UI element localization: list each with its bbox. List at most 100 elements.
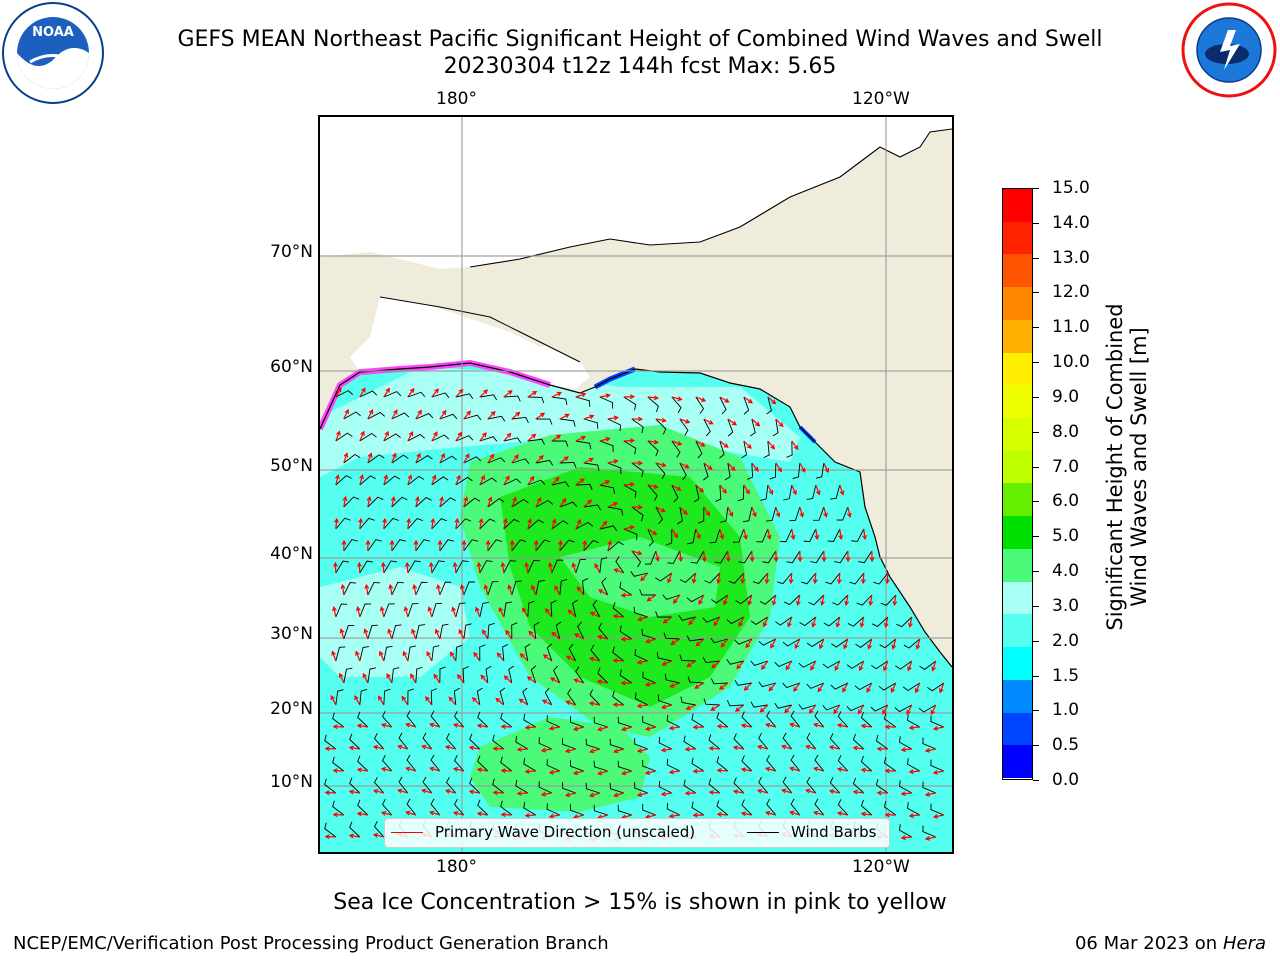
- wave-direction-arrowhead: [532, 390, 538, 396]
- wind-barb: [367, 496, 384, 508]
- wave-direction-arrowhead: [696, 534, 701, 540]
- wind-barb: [335, 603, 348, 618]
- wind-barb: [508, 665, 515, 684]
- wave-direction-arrow: [508, 585, 513, 596]
- wave-direction-arrow: [614, 792, 624, 797]
- wave-direction-arrow: [599, 480, 610, 486]
- wind-barb: [642, 671, 656, 684]
- wave-direction-arrowhead: [596, 634, 603, 640]
- wave-direction-arrow: [493, 791, 504, 794]
- wave-direction-arrowhead: [554, 585, 559, 591]
- wind-barb: [930, 715, 944, 728]
- wave-direction-arrowhead: [629, 525, 635, 530]
- wave-direction-arrowhead: [406, 517, 412, 524]
- wave-direction-arrowhead: [581, 392, 587, 398]
- wind-barb: [930, 759, 944, 772]
- wave-direction-arrow: [823, 462, 829, 473]
- wave-direction-arrowhead: [612, 658, 618, 664]
- wave-direction-arrow: [453, 811, 464, 816]
- wind-barb: [407, 475, 425, 486]
- wave-direction-arrow: [589, 702, 600, 706]
- wave-direction-arrowhead: [339, 628, 345, 634]
- wind-barb: [593, 804, 608, 816]
- wave-direction-arrow: [703, 462, 713, 470]
- wave-direction-arrow: [410, 674, 417, 684]
- wave-direction-arrowhead: [761, 664, 766, 670]
- wind-barb: [585, 782, 600, 794]
- wave-direction-arrow: [713, 616, 721, 626]
- wind-barb: [555, 621, 562, 640]
- wave-direction-arrow: [527, 676, 537, 684]
- wave-direction-arrowhead: [814, 534, 820, 541]
- wind-barb: [666, 802, 681, 816]
- wave-direction-arrowhead: [383, 474, 389, 480]
- wave-direction-arrow: [695, 638, 705, 647]
- wind-barb: [726, 616, 745, 625]
- wave-direction-arrowhead: [605, 393, 611, 399]
- colorbar-tick-mark: [1033, 501, 1039, 503]
- wave-direction-arrow: [743, 484, 750, 494]
- wind-barb: [479, 436, 498, 442]
- wave-direction-arrowhead: [332, 605, 337, 612]
- wave-direction-arrow: [598, 726, 608, 731]
- wind-barb: [803, 528, 817, 543]
- wave-direction-arrowhead: [341, 539, 347, 545]
- wave-direction-arrowhead: [740, 767, 746, 773]
- wind-barb: [343, 582, 357, 596]
- wind-barb: [559, 539, 575, 552]
- wave-direction-arrow: [367, 497, 371, 508]
- wave-direction-arrowhead: [573, 678, 579, 683]
- wind-barb: [546, 715, 561, 728]
- wave-direction-arrowhead: [557, 539, 563, 545]
- wave-direction-arrow: [343, 497, 347, 508]
- wind-barb: [367, 411, 386, 420]
- wind-barb: [846, 704, 864, 712]
- wave-direction-arrow: [767, 396, 776, 404]
- wave-direction-arrowhead: [884, 768, 890, 774]
- wind-barb: [527, 519, 544, 530]
- wave-direction-arrowhead: [908, 813, 914, 819]
- wave-direction-arrowhead: [672, 598, 678, 604]
- wave-direction-arrow: [525, 814, 536, 817]
- wave-direction-arrow: [575, 393, 586, 398]
- wind-barb: [599, 396, 614, 409]
- wind-barb: [463, 456, 482, 464]
- wind-barb: [647, 440, 659, 457]
- wave-direction-arrowhead: [434, 628, 440, 634]
- wave-direction-arrowhead: [336, 387, 342, 393]
- wave-direction-arrow: [655, 506, 665, 513]
- wave-direction-arrowhead: [480, 474, 485, 481]
- wave-direction-arrowhead: [685, 419, 691, 424]
- wave-direction-arrowhead: [688, 620, 694, 626]
- wind-barb: [664, 673, 680, 684]
- wind-barb: [612, 646, 625, 662]
- wave-direction-arrow: [598, 589, 609, 596]
- wind-barb: [883, 800, 897, 816]
- colorbar-tick-label: 8.0: [1052, 421, 1080, 442]
- wind-barb: [671, 440, 681, 458]
- wave-direction-arrowhead: [701, 557, 707, 563]
- wave-direction-arrowhead: [356, 811, 362, 817]
- wind-barb: [633, 606, 648, 618]
- wind-barb: [570, 760, 584, 772]
- wave-direction-arrow: [575, 436, 586, 442]
- wave-direction-arrowhead: [661, 417, 667, 423]
- wave-direction-arrowhead: [407, 474, 413, 480]
- wind-barb: [766, 396, 772, 415]
- wind-barb: [734, 679, 752, 686]
- wave-direction-arrowhead: [810, 665, 815, 671]
- wind-barb: [599, 484, 615, 494]
- wave-direction-arrowhead: [463, 496, 469, 502]
- wave-direction-arrow: [411, 629, 417, 640]
- wave-direction-arrowhead: [787, 622, 792, 628]
- wave-direction-arrowhead: [505, 629, 510, 635]
- wave-direction-arrow: [357, 768, 368, 772]
- wave-direction-arrowhead: [752, 512, 757, 518]
- wave-direction-arrowhead: [388, 583, 394, 590]
- wind-barb: [527, 600, 535, 618]
- wave-direction-arrow: [525, 726, 536, 729]
- colorbar-segment: [1003, 614, 1032, 648]
- wind-barb: [858, 550, 873, 564]
- wave-direction-arrowhead: [372, 788, 379, 794]
- wind-barb: [775, 616, 793, 626]
